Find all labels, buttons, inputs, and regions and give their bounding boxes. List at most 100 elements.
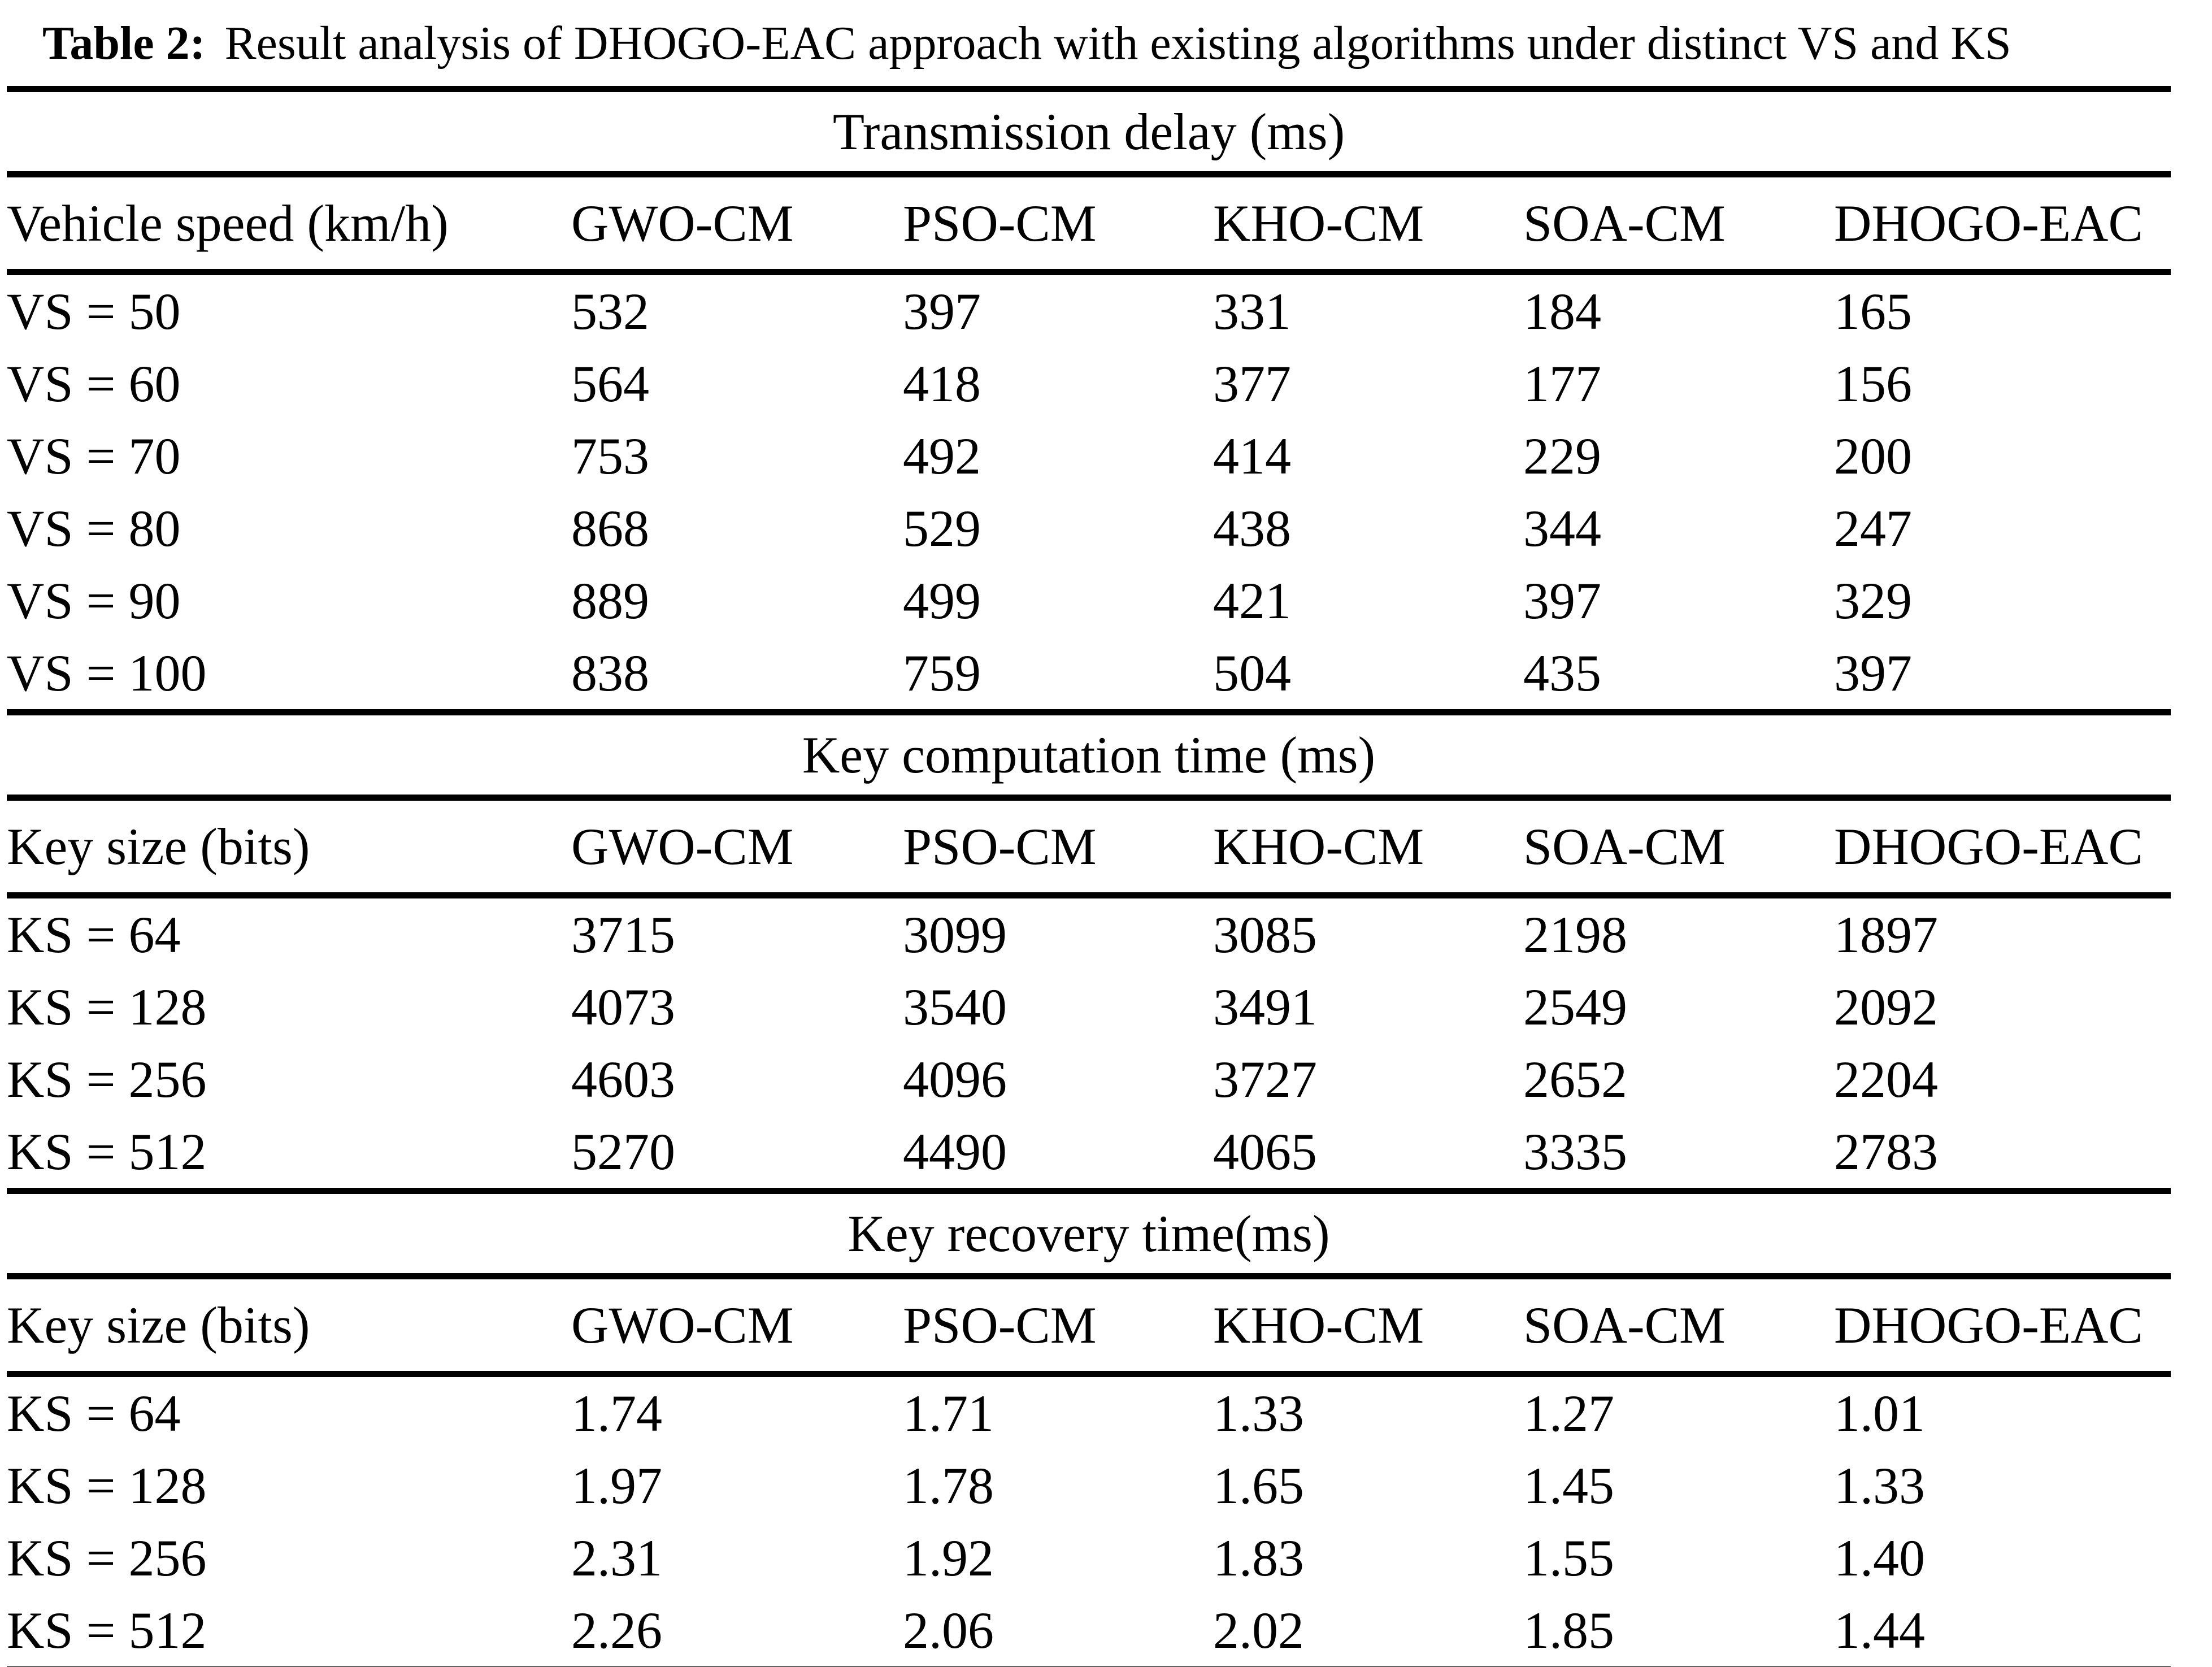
table-row: VS = 70 753 492 414 229 200	[7, 420, 2171, 492]
data-cell: 2.31	[571, 1529, 662, 1587]
section-heading-row: Key computation time (ms)	[7, 709, 2171, 801]
data-cell: 435	[1523, 644, 1601, 702]
data-cell: 414	[1213, 427, 1291, 485]
data-cell: 1.85	[1523, 1601, 1614, 1659]
row-label: KS = 64	[7, 906, 181, 963]
table-row: KS = 128 4073 3540 3491 2549 2092	[7, 971, 2171, 1043]
table-row: KS = 256 4603 4096 3727 2652 2204	[7, 1043, 2171, 1115]
table-row: KS = 64 3715 3099 3085 2198 1897	[7, 896, 2171, 971]
data-cell: 229	[1523, 427, 1601, 485]
column-header: GWO-CM	[571, 797, 903, 898]
data-cell: 4073	[571, 978, 675, 1036]
data-cell: 2783	[1834, 1123, 1938, 1180]
column-header-row: Key size (bits) GWO-CM PSO-CM KHO-CM SOA…	[7, 1276, 2171, 1377]
row-label: KS = 256	[7, 1529, 207, 1587]
row-label: KS = 256	[7, 1050, 207, 1108]
data-cell: 377	[1213, 355, 1291, 413]
data-cell: 1.33	[1834, 1457, 1925, 1514]
data-cell: 564	[571, 355, 649, 413]
column-header: KHO-CM	[1213, 1276, 1523, 1377]
table-row: VS = 60 564 418 377 177 156	[7, 348, 2171, 420]
data-cell: 165	[1834, 283, 1912, 340]
data-cell: 1897	[1834, 906, 1938, 963]
column-header: GWO-CM	[571, 174, 903, 275]
table-row: KS = 512 2.26 2.06 2.02 1.85 1.44	[7, 1594, 2171, 1667]
row-label: KS = 512	[7, 1123, 207, 1180]
data-cell: 499	[903, 572, 981, 630]
column-header: DHOGO-EAC	[1834, 797, 2171, 898]
data-cell: 1.97	[571, 1457, 662, 1514]
data-cell: 397	[1834, 644, 1912, 702]
data-cell: 4603	[571, 1050, 675, 1108]
table-row: KS = 512 5270 4490 4065 3335 2783	[7, 1115, 2171, 1191]
row-header: Key size (bits)	[7, 1276, 571, 1377]
data-cell: 1.33	[1213, 1384, 1304, 1442]
column-header: KHO-CM	[1213, 174, 1523, 275]
data-cell: 1.78	[903, 1457, 994, 1514]
row-label: VS = 60	[7, 355, 181, 413]
data-cell: 156	[1834, 355, 1912, 413]
column-header: PSO-CM	[903, 174, 1213, 275]
row-header: Key size (bits)	[7, 797, 571, 898]
data-cell: 1.65	[1213, 1457, 1304, 1514]
data-cell: 2092	[1834, 978, 1938, 1036]
table-row: KS = 64 1.74 1.71 1.33 1.27 1.01	[7, 1374, 2171, 1450]
section-heading: Key recovery time(ms)	[7, 1188, 2171, 1279]
column-header-row: Vehicle speed (km/h) GWO-CM PSO-CM KHO-C…	[7, 174, 2171, 275]
column-header: SOA-CM	[1523, 174, 1834, 275]
data-cell: 200	[1834, 427, 1912, 485]
row-label: KS = 512	[7, 1601, 207, 1659]
data-cell: 418	[903, 355, 981, 413]
row-label: KS = 128	[7, 978, 207, 1036]
data-cell: 1.55	[1523, 1529, 1614, 1587]
section-heading-row: Transmission delay (ms)	[7, 86, 2171, 177]
data-cell: 3335	[1523, 1123, 1627, 1180]
column-header-row: Key size (bits) GWO-CM PSO-CM KHO-CM SOA…	[7, 797, 2171, 898]
column-header: KHO-CM	[1213, 797, 1523, 898]
data-cell: 4490	[903, 1123, 1007, 1180]
data-cell: 1.45	[1523, 1457, 1614, 1514]
data-cell: 3099	[903, 906, 1007, 963]
column-header: SOA-CM	[1523, 797, 1834, 898]
section-heading: Transmission delay (ms)	[7, 86, 2171, 177]
data-cell: 1.83	[1213, 1529, 1304, 1587]
data-cell: 1.27	[1523, 1384, 1614, 1442]
data-cell: 3715	[571, 906, 675, 963]
data-cell: 184	[1523, 283, 1601, 340]
row-label: VS = 90	[7, 572, 181, 630]
data-cell: 329	[1834, 572, 1912, 630]
data-cell: 4096	[903, 1050, 1007, 1108]
table-caption: Table 2: Result analysis of DHOGO-EAC ap…	[0, 0, 2212, 86]
data-cell: 5270	[571, 1123, 675, 1180]
data-cell: 2198	[1523, 906, 1627, 963]
data-cell: 247	[1834, 500, 1912, 557]
table-row: VS = 100 838 759 504 435 397	[7, 637, 2171, 713]
data-cell: 529	[903, 500, 981, 557]
data-cell: 1.40	[1834, 1529, 1925, 1587]
results-table: Transmission delay (ms) Vehicle speed (k…	[7, 86, 2171, 1667]
data-cell: 1.92	[903, 1529, 994, 1587]
data-cell: 1.74	[571, 1384, 662, 1442]
data-cell: 1.71	[903, 1384, 994, 1442]
data-cell: 3085	[1213, 906, 1317, 963]
row-label: VS = 100	[7, 644, 207, 702]
data-cell: 397	[903, 283, 981, 340]
column-header: PSO-CM	[903, 797, 1213, 898]
data-cell: 177	[1523, 355, 1601, 413]
data-cell: 4065	[1213, 1123, 1317, 1180]
data-cell: 759	[903, 644, 981, 702]
data-cell: 3540	[903, 978, 1007, 1036]
column-header: DHOGO-EAC	[1834, 174, 2171, 275]
data-cell: 838	[571, 644, 649, 702]
column-header: DHOGO-EAC	[1834, 1276, 2171, 1377]
table-row: VS = 90 889 499 421 397 329	[7, 565, 2171, 637]
data-cell: 868	[571, 500, 649, 557]
row-header: Vehicle speed (km/h)	[7, 174, 571, 275]
data-cell: 2.26	[571, 1601, 662, 1659]
data-cell: 397	[1523, 572, 1601, 630]
data-cell: 532	[571, 283, 649, 340]
column-header: PSO-CM	[903, 1276, 1213, 1377]
data-cell: 1.44	[1834, 1601, 1925, 1659]
data-cell: 2204	[1834, 1050, 1938, 1108]
